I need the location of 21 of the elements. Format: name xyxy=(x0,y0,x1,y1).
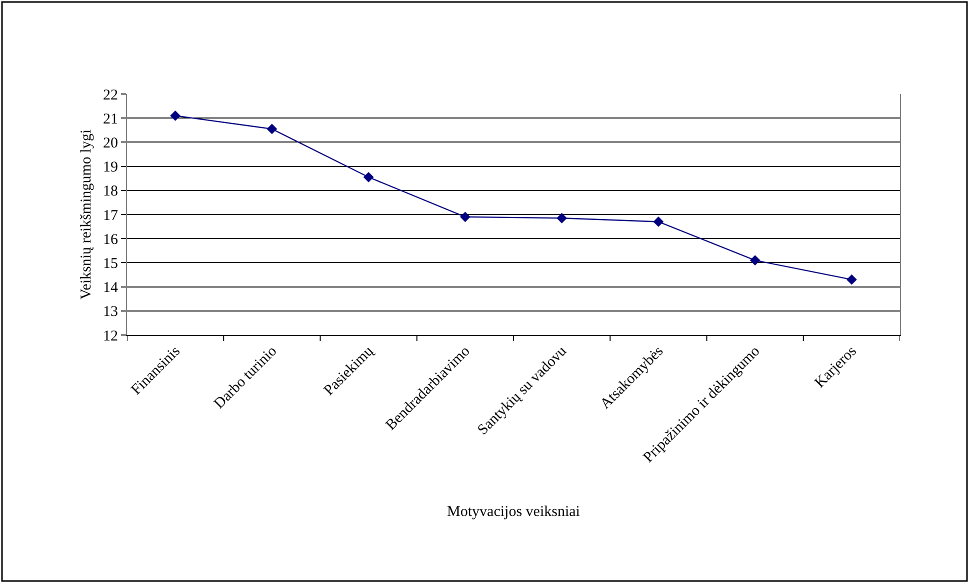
y-tick-label: 20 xyxy=(103,135,118,152)
point xyxy=(170,110,181,121)
y-axis-title: Veiksnių reikšmingumo lygi xyxy=(78,130,94,300)
y-tick-label: 19 xyxy=(103,160,118,176)
y-tick-label: 22 xyxy=(103,87,118,104)
y-tick-label: 14 xyxy=(103,280,118,296)
point xyxy=(460,212,470,222)
y-tick-label: 16 xyxy=(103,232,118,248)
point xyxy=(750,255,760,266)
point xyxy=(556,212,568,224)
y-tick-label: 12 xyxy=(103,328,118,344)
point xyxy=(266,124,278,134)
y-tick-label: 15 xyxy=(103,256,118,272)
y-tick-label: 21 xyxy=(103,111,118,128)
point xyxy=(846,274,857,285)
y-tick-label: 17 xyxy=(103,208,118,224)
x-axis-title: Motyvacijos veiksniai xyxy=(447,504,580,520)
y-tick-label: 13 xyxy=(103,304,118,320)
point xyxy=(363,172,374,182)
y-tick-label: 18 xyxy=(103,184,118,200)
point xyxy=(653,216,664,227)
